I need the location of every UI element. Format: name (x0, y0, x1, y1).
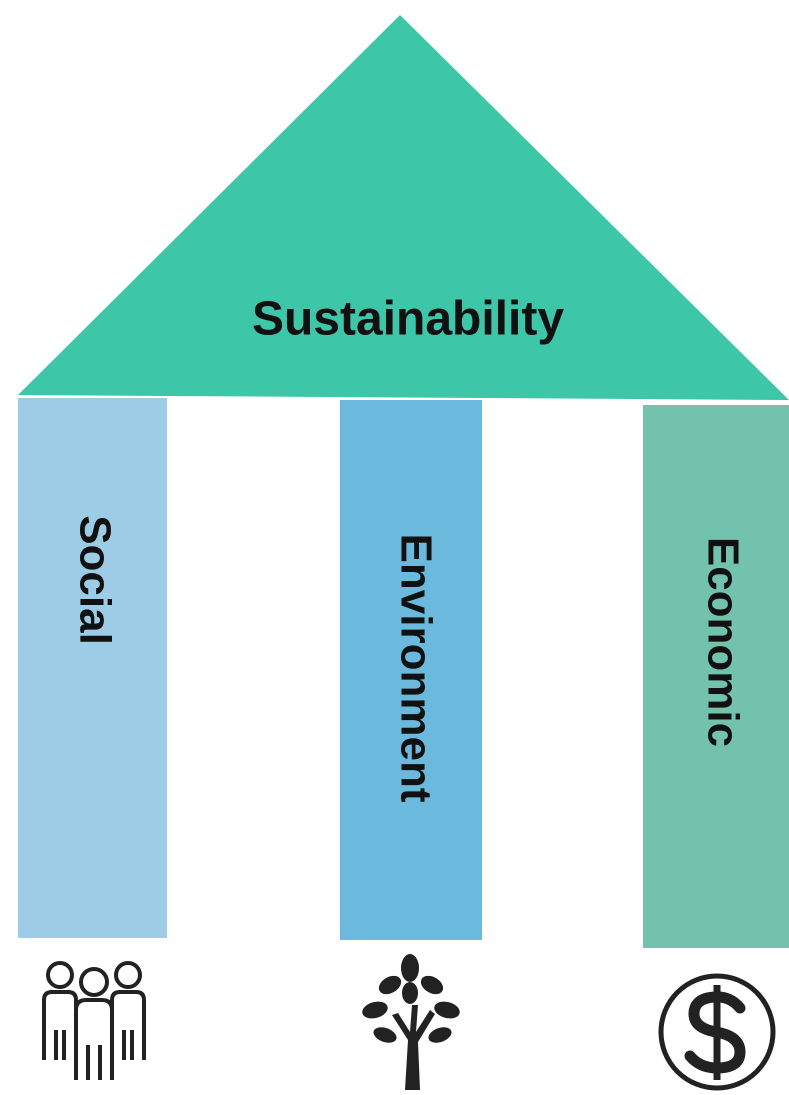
roof-label: Sustainability (252, 293, 564, 346)
roof (18, 15, 789, 400)
pillar-social (18, 398, 167, 938)
tree-icon (362, 954, 460, 1090)
dollar-icon (658, 973, 776, 1091)
people-icon (42, 961, 146, 1080)
pillar-economic (643, 405, 789, 948)
pillar-label: Environment (391, 534, 440, 803)
pillar-label: Social (70, 515, 119, 645)
pillar-label: Economic (698, 537, 747, 747)
pillar-environment (340, 400, 482, 940)
